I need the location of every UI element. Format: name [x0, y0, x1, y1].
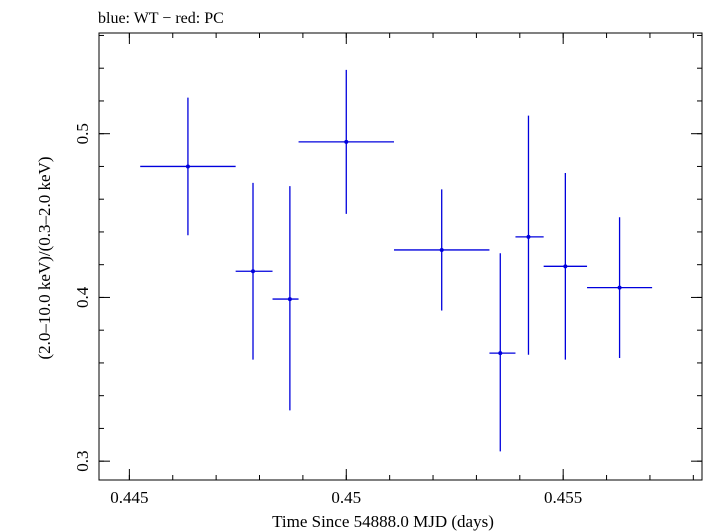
y-tick-label: 0.3	[73, 451, 92, 472]
y-tick-label: 0.4	[73, 286, 92, 308]
x-tick-label: 0.455	[544, 488, 582, 507]
data-point	[235, 182, 273, 360]
chart-title: blue: WT − red: PC	[98, 10, 224, 27]
major-ticks	[99, 33, 702, 480]
minor-ticks	[99, 33, 702, 480]
data-point	[272, 186, 299, 411]
x-tick-label: 0.45	[331, 488, 361, 507]
point-marker	[439, 247, 444, 252]
x-tick-label: 0.445	[110, 488, 148, 507]
y-axis-label: (2.0–10.0 keV)/(0.3–2.0 keV)	[35, 156, 54, 359]
x-axis-label: Time Since 54888.0 MJD (days)	[272, 512, 494, 531]
data-layer	[140, 69, 653, 452]
plot-frame	[98, 32, 703, 481]
point-marker	[498, 351, 503, 356]
point-marker	[617, 285, 622, 290]
data-point	[489, 253, 516, 452]
point-marker	[185, 164, 190, 169]
data-point	[587, 217, 653, 359]
data-point	[515, 115, 544, 355]
data-point	[140, 97, 236, 236]
point-marker	[526, 234, 531, 239]
point-marker	[344, 139, 349, 144]
data-point	[298, 69, 394, 214]
y-tick-label: 0.5	[73, 123, 92, 144]
point-marker	[287, 297, 292, 302]
data-point	[393, 189, 490, 311]
point-marker	[563, 264, 568, 269]
point-marker	[251, 269, 256, 274]
tick-labels: 0.445 0.45 0.455 0.3 0.4 0.5	[73, 123, 582, 507]
data-point	[543, 172, 588, 360]
